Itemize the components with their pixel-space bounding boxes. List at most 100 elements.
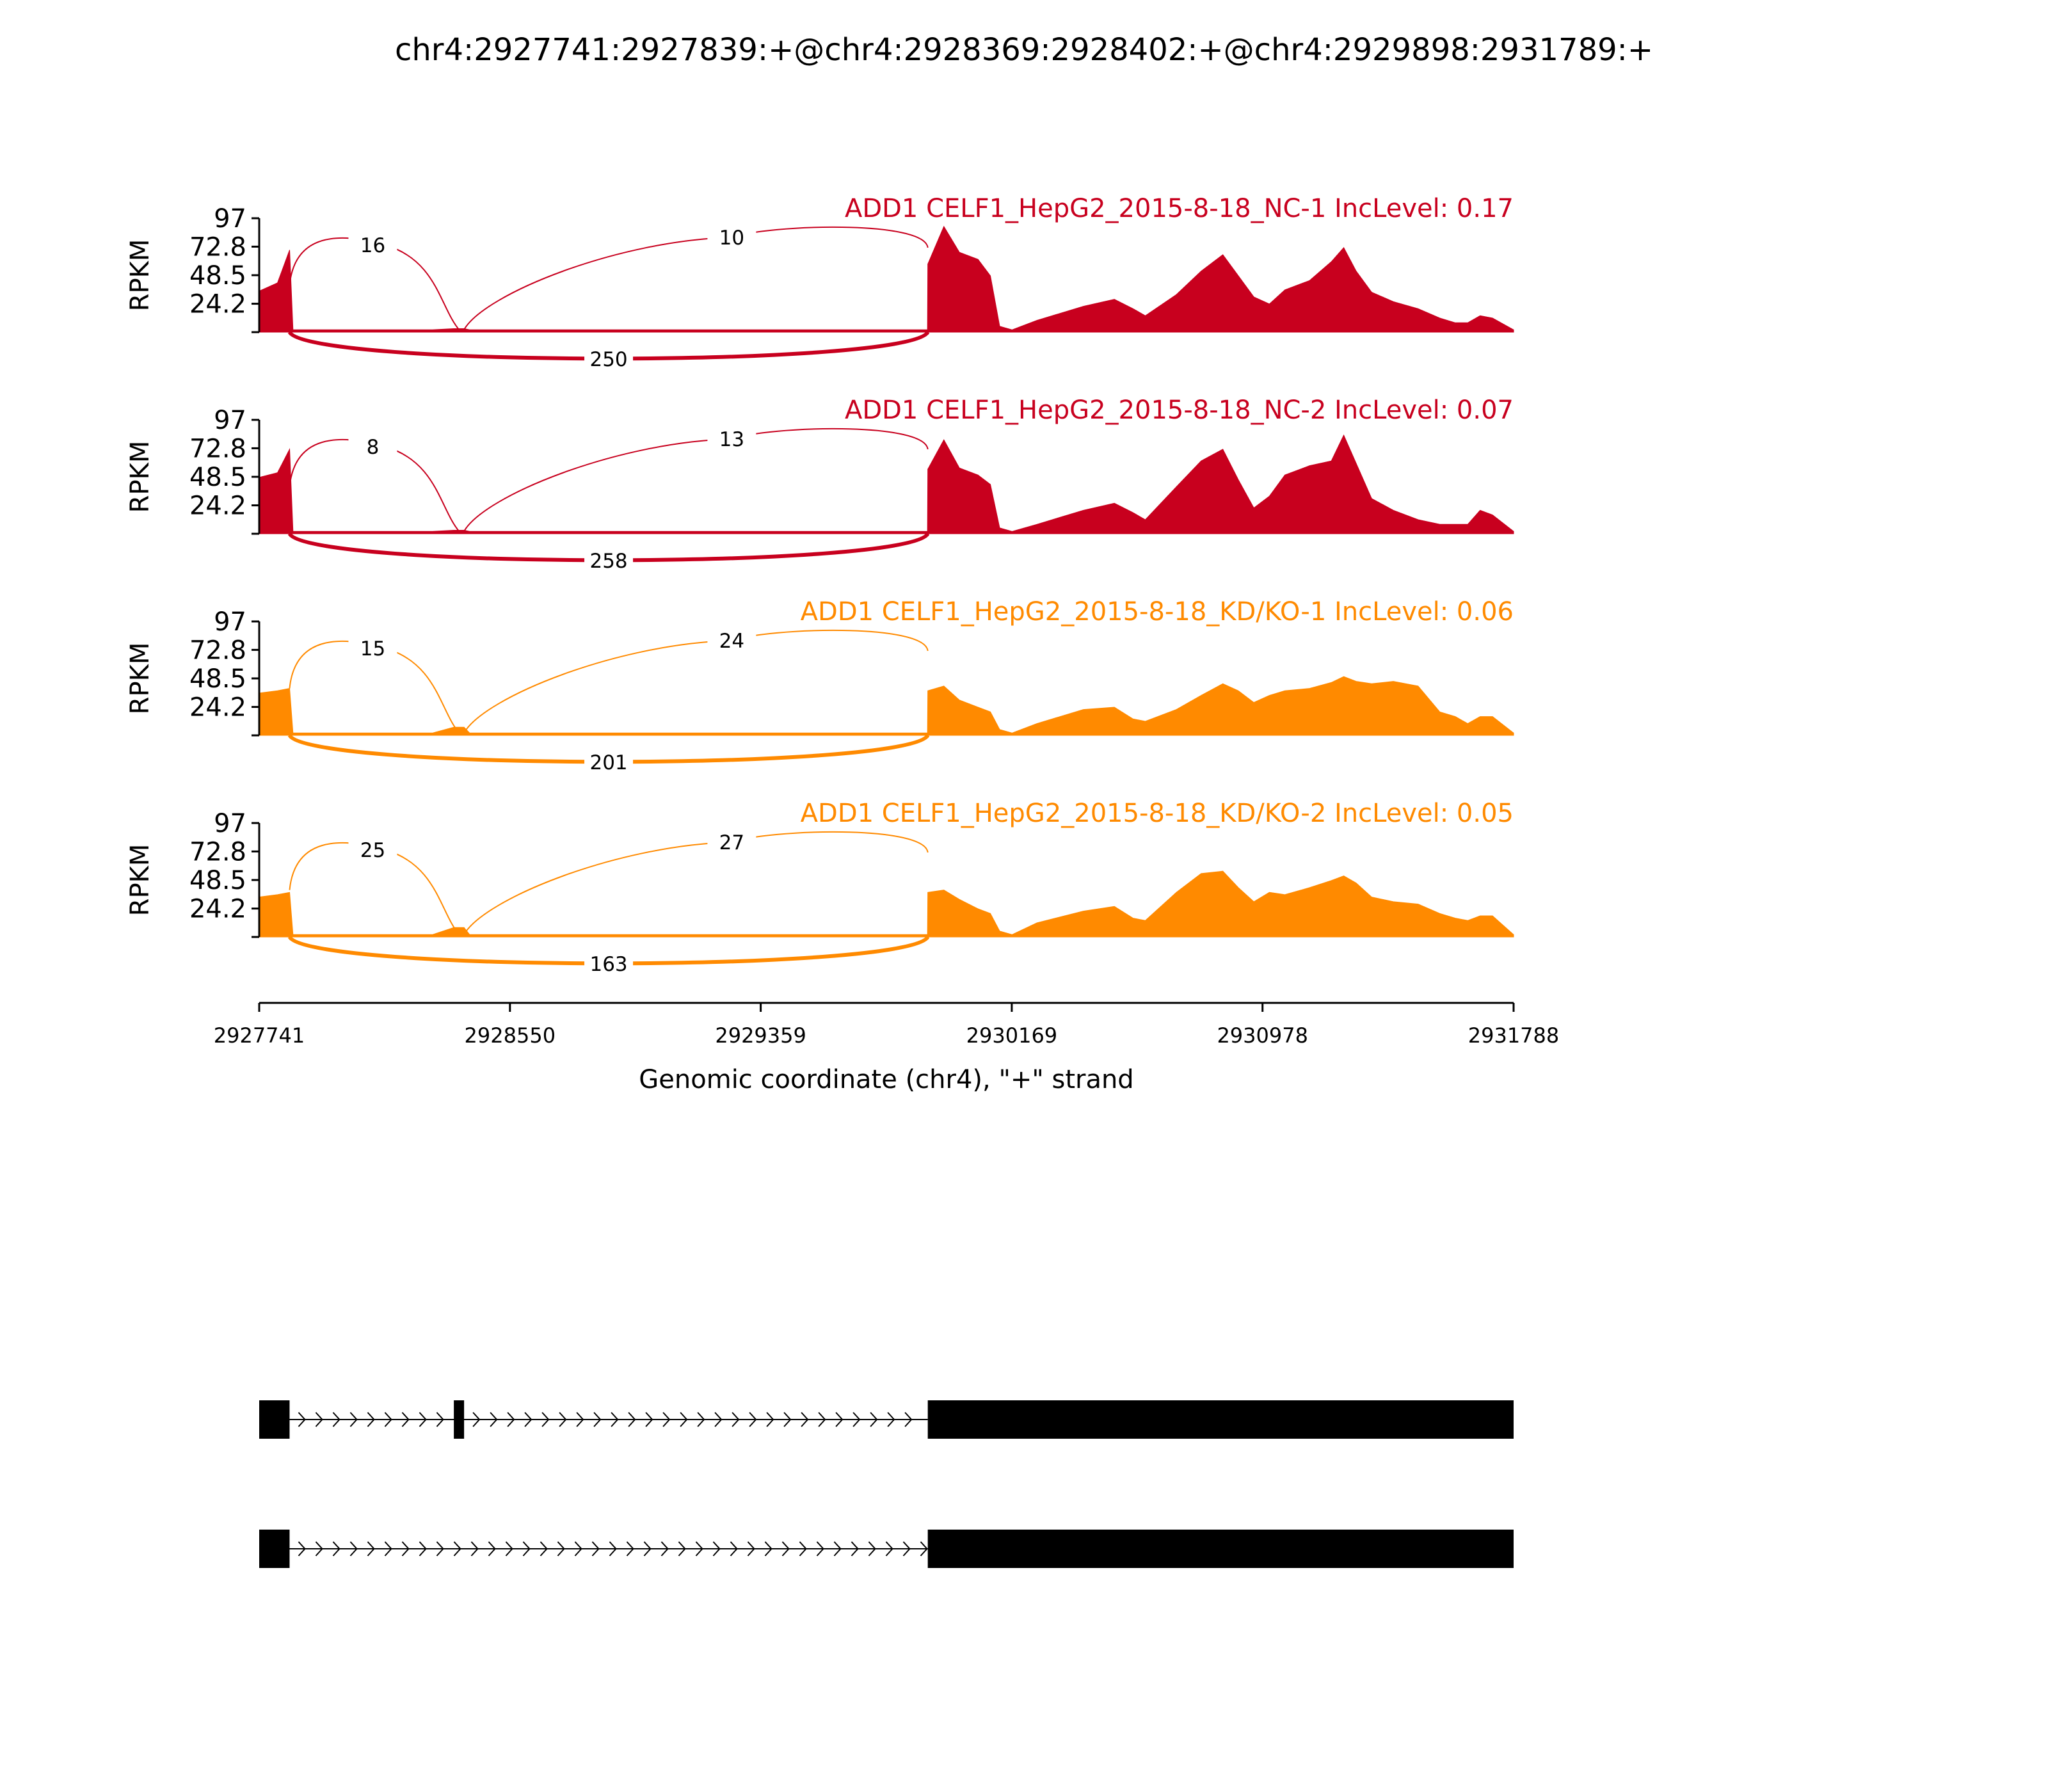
strand-arrow bbox=[401, 1541, 410, 1556]
strand-arrow bbox=[367, 1412, 375, 1427]
junction-arc-inclusion-2 bbox=[463, 629, 929, 733]
junction-count-inclusion-1: 15 bbox=[360, 637, 385, 660]
x-axis: 2927741 2928550 2929359 2930169 2930978 29317… bbox=[214, 1002, 1559, 1048]
strand-arrow bbox=[593, 1412, 602, 1427]
strand-arrow bbox=[298, 1541, 306, 1556]
strand-arrow bbox=[730, 1541, 738, 1556]
junction-arc-inclusion-2 bbox=[463, 831, 929, 935]
junction-count-bg bbox=[348, 231, 397, 258]
y-tick-label: 72.8 bbox=[189, 837, 246, 867]
strand-arrow bbox=[315, 1412, 323, 1427]
strand-arrow bbox=[472, 1412, 481, 1427]
y-tick-label: 72.8 bbox=[189, 434, 246, 463]
y-tick-label: 24.2 bbox=[189, 492, 246, 521]
junction-count-bg bbox=[348, 433, 397, 460]
strand-arrow bbox=[315, 1541, 323, 1556]
junction-count-inclusion-1: 25 bbox=[360, 839, 385, 862]
strand-arrow bbox=[852, 1412, 861, 1427]
strand-arrow bbox=[609, 1541, 617, 1556]
junction-count-bg bbox=[584, 748, 634, 775]
strand-arrow bbox=[732, 1412, 740, 1427]
junction-count-skipping: 250 bbox=[589, 348, 627, 371]
strand-arrow bbox=[522, 1541, 531, 1556]
strand-arrow bbox=[367, 1541, 375, 1556]
strand-arrow bbox=[747, 1541, 755, 1556]
exon-block bbox=[259, 1530, 290, 1568]
exon-block bbox=[454, 1400, 465, 1439]
isoform-inclusion-isoform bbox=[259, 1400, 1514, 1439]
strand-arrow bbox=[851, 1541, 859, 1556]
strand-arrow bbox=[436, 1541, 444, 1556]
strand-arrow bbox=[488, 1541, 496, 1556]
x-tick-label: 2929359 bbox=[715, 1023, 806, 1048]
strand-arrow bbox=[783, 1412, 792, 1427]
strand-arrow bbox=[557, 1541, 565, 1556]
y-axis-label: RPKM bbox=[125, 441, 155, 513]
junction-count-bg bbox=[584, 547, 634, 573]
strand-arrow bbox=[349, 1541, 358, 1556]
y-tick-label: 97 bbox=[214, 607, 246, 637]
strand-arrow bbox=[697, 1412, 705, 1427]
isoform-models bbox=[259, 1400, 1514, 1568]
strand-arrow bbox=[591, 1541, 600, 1556]
strand-arrow bbox=[298, 1412, 306, 1427]
strand-arrow bbox=[714, 1412, 723, 1427]
strand-arrow bbox=[678, 1541, 686, 1556]
y-tick-label: 72.8 bbox=[189, 232, 246, 262]
junction-count-inclusion-2: 10 bbox=[719, 227, 744, 250]
strand-arrow bbox=[574, 1541, 582, 1556]
strand-arrow bbox=[833, 1541, 842, 1556]
strand-arrow bbox=[870, 1412, 878, 1427]
strand-arrow bbox=[660, 1541, 669, 1556]
strand-arrow bbox=[332, 1541, 340, 1556]
strand-arrow bbox=[384, 1412, 392, 1427]
y-tick-label: 48.5 bbox=[189, 463, 246, 492]
strand-arrow bbox=[835, 1412, 844, 1427]
y-tick-label: 97 bbox=[214, 809, 246, 838]
strand-arrow bbox=[540, 1541, 548, 1556]
track-label: ADD1 CELF1_HepG2_2015-8-18_KD/KO-1 IncLe… bbox=[801, 597, 1514, 627]
coverage-area bbox=[259, 225, 1514, 333]
y-tick-label: 48.5 bbox=[189, 261, 246, 291]
strand-arrow bbox=[781, 1541, 790, 1556]
y-tick-label: 24.2 bbox=[189, 895, 246, 924]
junction-count-bg bbox=[584, 345, 634, 372]
y-tick-label: 48.5 bbox=[189, 664, 246, 694]
junction-count-inclusion-1: 16 bbox=[360, 234, 385, 257]
y-tick-label: 24.2 bbox=[189, 290, 246, 319]
strand-arrow bbox=[490, 1412, 498, 1427]
strand-arrow bbox=[401, 1412, 410, 1427]
y-tick-label: 97 bbox=[214, 204, 246, 234]
strand-arrow bbox=[749, 1412, 757, 1427]
strand-arrow bbox=[885, 1541, 893, 1556]
x-tick-label: 2928550 bbox=[465, 1023, 556, 1048]
strand-arrow bbox=[818, 1412, 826, 1427]
junction-arc-inclusion-2 bbox=[463, 428, 929, 532]
coverage-area bbox=[259, 434, 1514, 534]
strand-arrow bbox=[507, 1412, 515, 1427]
x-tick-label: 2927741 bbox=[214, 1023, 305, 1048]
junction-arc-inclusion-2 bbox=[463, 226, 929, 330]
strand-arrow bbox=[470, 1541, 479, 1556]
strand-arrow bbox=[559, 1412, 567, 1427]
strand-arrow bbox=[887, 1412, 895, 1427]
strand-arrow bbox=[680, 1412, 688, 1427]
y-axis-label: RPKM bbox=[125, 844, 155, 916]
exon-block bbox=[927, 1400, 1514, 1439]
junction-count-bg bbox=[707, 627, 756, 653]
isoform-skipping-isoform bbox=[259, 1530, 1514, 1568]
chart-title: chr4:2927741:2927839:+@chr4:2928369:2928… bbox=[395, 32, 1653, 68]
strand-arrow bbox=[695, 1541, 703, 1556]
track-label: ADD1 CELF1_HepG2_2015-8-18_NC-2 IncLevel… bbox=[845, 396, 1514, 425]
exon-block bbox=[259, 1400, 290, 1439]
strand-arrow bbox=[920, 1541, 928, 1556]
junction-count-skipping: 201 bbox=[589, 751, 627, 774]
strand-arrow bbox=[384, 1541, 392, 1556]
junction-count-bg bbox=[707, 425, 756, 452]
strand-arrow bbox=[645, 1412, 653, 1427]
x-tick-label: 2930978 bbox=[1217, 1023, 1308, 1048]
strand-arrow bbox=[801, 1412, 809, 1427]
